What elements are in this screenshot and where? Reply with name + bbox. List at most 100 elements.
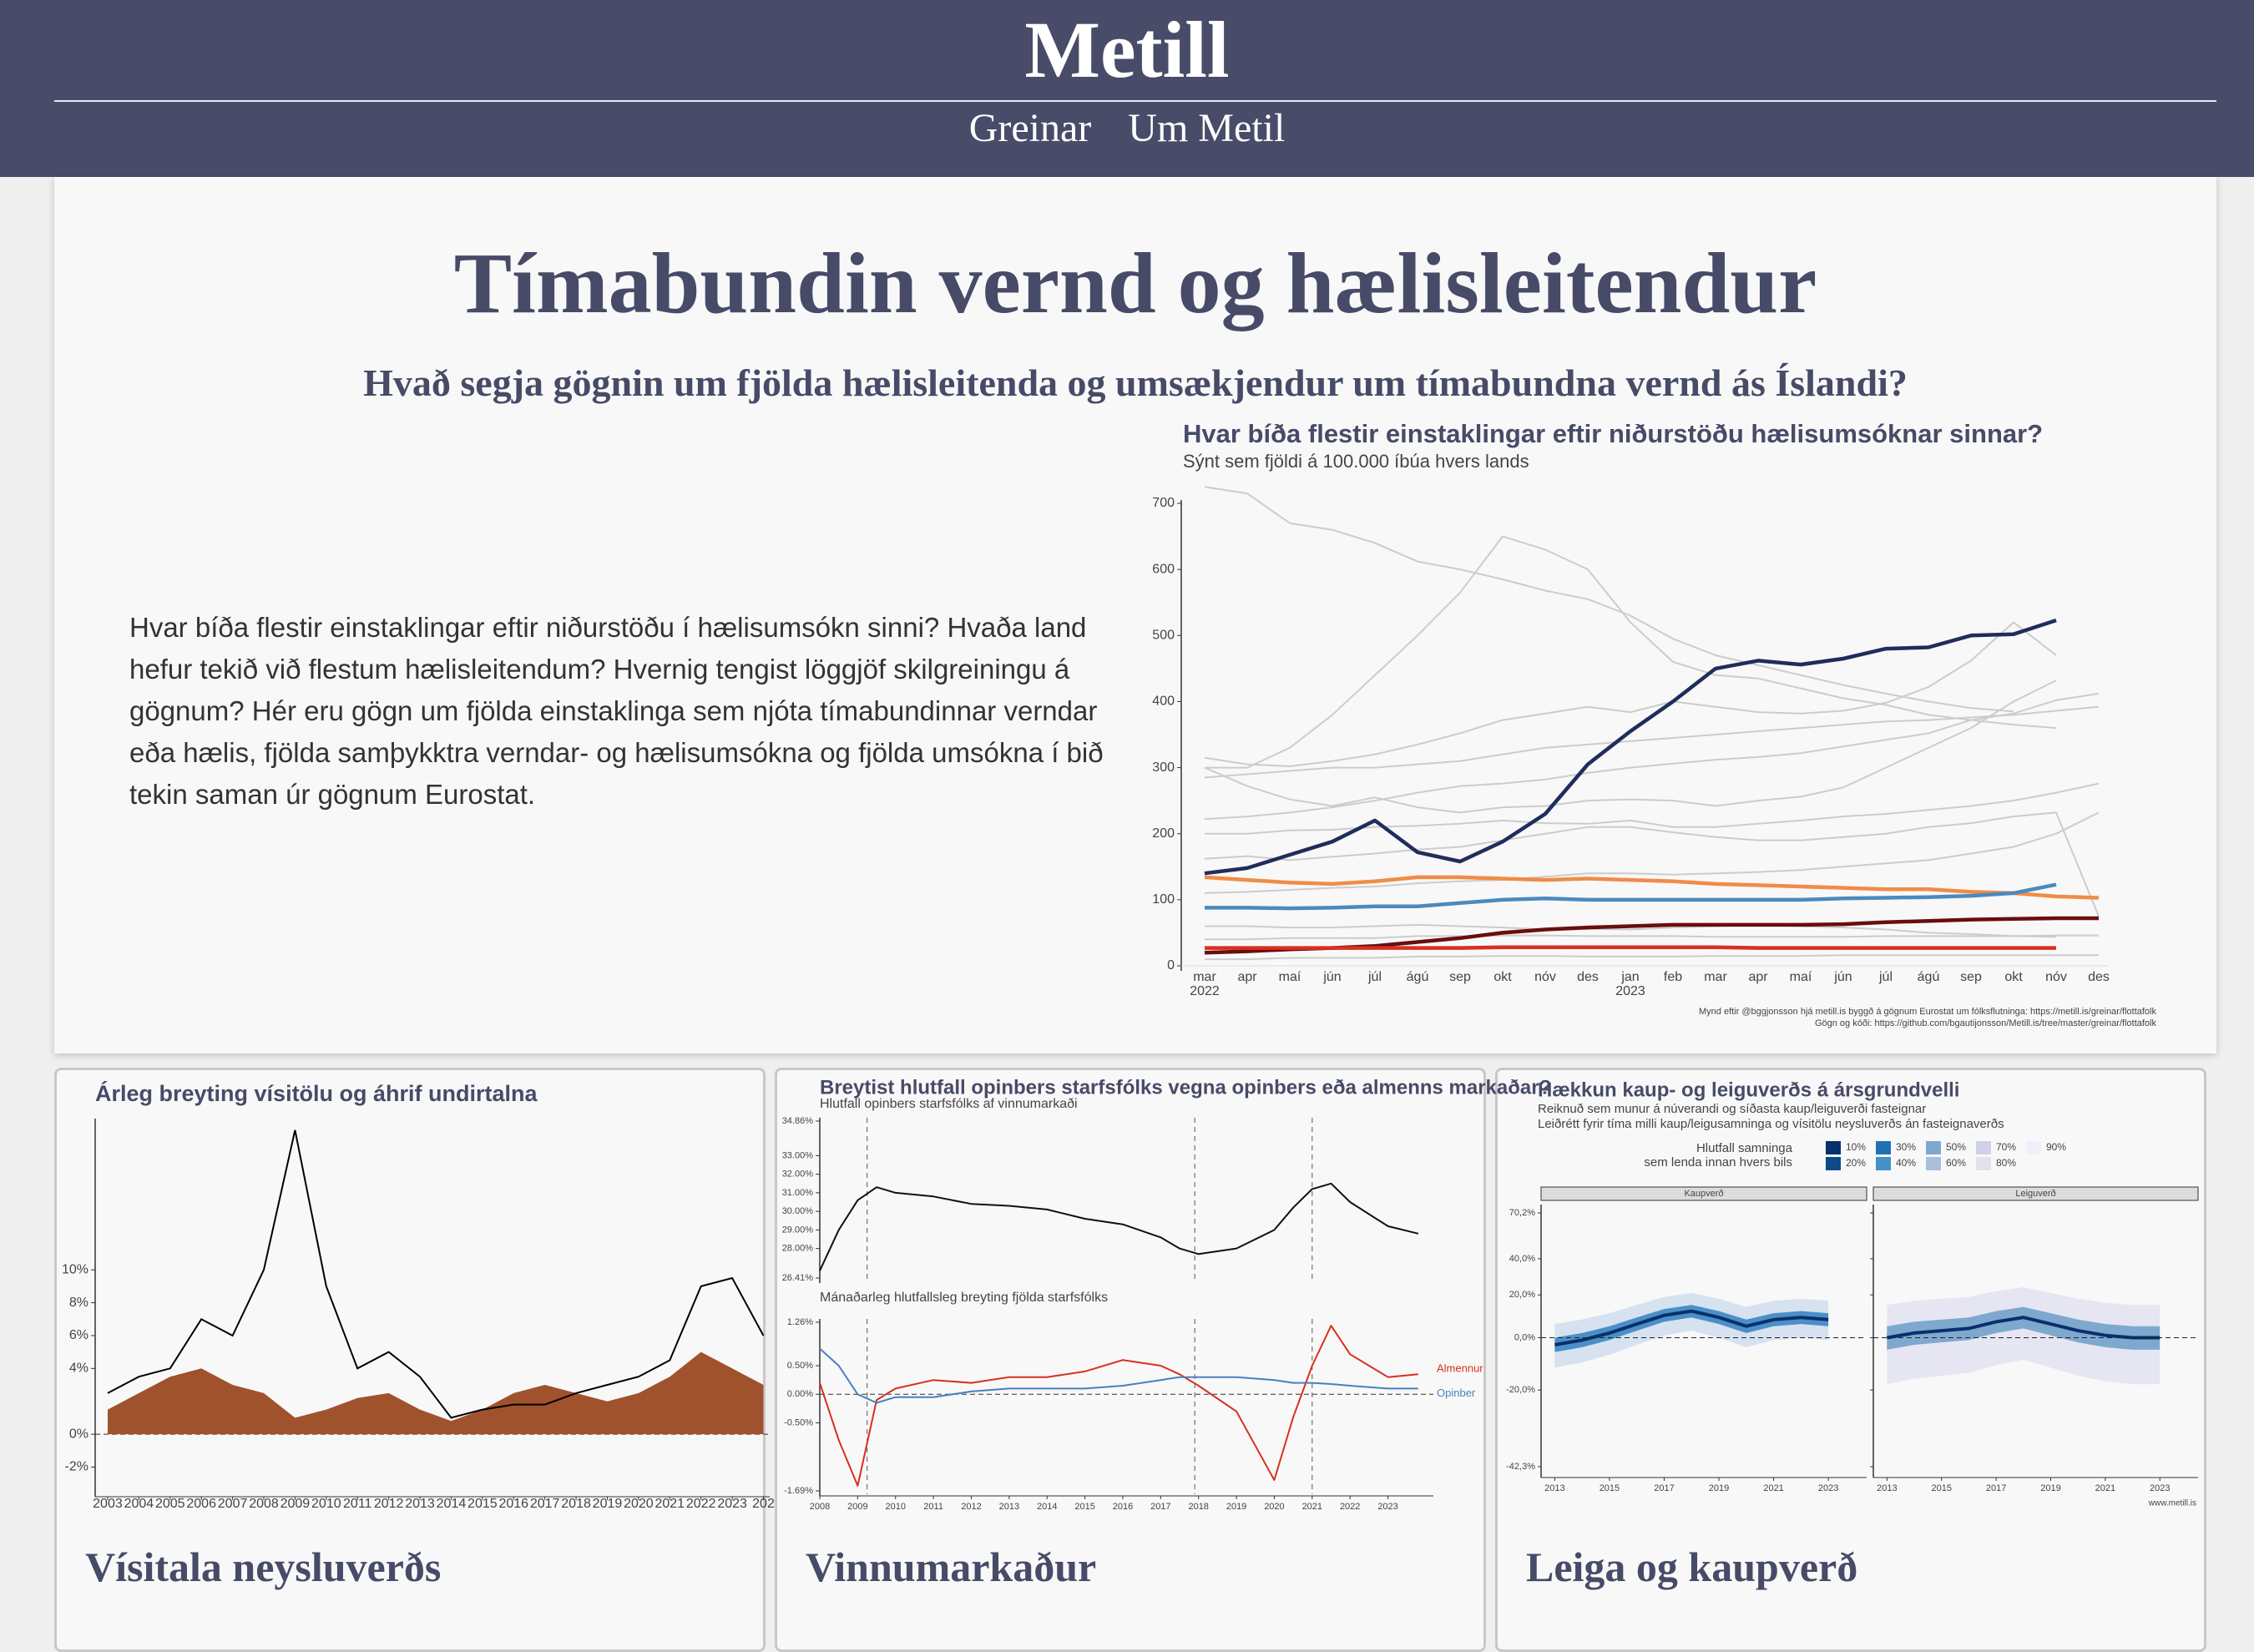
series-line — [1204, 486, 2014, 713]
x-tick-label: 2010 — [885, 1502, 905, 1512]
x-tick-label: 2021 — [1763, 1483, 1783, 1493]
x-tick-label: 2014 — [437, 1497, 467, 1511]
x-tick-label: 2018 — [561, 1497, 591, 1511]
x-tick-label: apr — [1237, 970, 1257, 984]
x-tick-label: nóv — [1534, 970, 1556, 984]
y-tick-label: 28.00% — [782, 1244, 814, 1254]
x-tick-label: 2015 — [467, 1497, 498, 1511]
x-tick-label: 2020 — [1264, 1502, 1284, 1512]
series-line — [1204, 875, 2100, 900]
y-tick-label: 29.00% — [782, 1225, 814, 1235]
fan-median — [1886, 1316, 2161, 1340]
legend-swatch — [1976, 1141, 1991, 1154]
x-tick-label: 2011 — [923, 1502, 943, 1512]
x-tick-label: okt — [2004, 970, 2023, 984]
x-tick-label: 2021 — [2095, 1483, 2115, 1493]
series-line — [1204, 679, 2057, 814]
fan-band — [1554, 1292, 1829, 1368]
x-tick-label: 2015 — [1074, 1502, 1094, 1512]
article-link-card[interactable]: Vísitala neysluverðs — [54, 1068, 766, 1652]
series-line — [1205, 934, 2099, 941]
series-area — [107, 1351, 764, 1435]
y-tick-label: 0.00% — [787, 1389, 813, 1399]
card-title[interactable]: Leiga og kaupverð — [1526, 1543, 1858, 1590]
series-line — [819, 1347, 1418, 1404]
x-tick-label: 2009 — [280, 1497, 311, 1511]
charts: Hvar bíða flestir einstaklingar eftir ni… — [62, 419, 2199, 1512]
x-tick-label: 2017 — [1654, 1483, 1674, 1493]
x-tick-label: 2023 — [1818, 1483, 1838, 1493]
series-line — [1204, 692, 2100, 821]
legend-label: 10% — [1846, 1141, 1866, 1153]
site-header: Metill Greinar Um Metil — [0, 0, 2254, 177]
y-tick-label: 1.26% — [787, 1317, 813, 1327]
legend-swatch — [1826, 1141, 1841, 1154]
series-line — [1204, 621, 2057, 767]
x-tick-label: apr — [1748, 970, 1768, 984]
y-tick-label: 40,0% — [1509, 1254, 1535, 1264]
series-line — [1205, 923, 2057, 938]
card-title[interactable]: Vinnumarkaður — [806, 1543, 1097, 1590]
x-tick-label: 202 — [752, 1497, 775, 1511]
legend-label: 20% — [1846, 1157, 1866, 1169]
x-tick-label: okt — [1493, 970, 1512, 984]
facet-strip — [1872, 1186, 2199, 1201]
x-tick-label: 2023 — [717, 1497, 747, 1511]
x-year-label: 2023 — [1615, 984, 1645, 998]
x-tick-label: nóv — [2045, 970, 2067, 984]
x-tick-label: 2013 — [1544, 1483, 1564, 1493]
nav-link[interactable]: Greinar — [968, 106, 1092, 150]
legend-swatch — [1826, 1157, 1841, 1170]
y-tick-label: 30.00% — [782, 1206, 814, 1216]
legend-label: 50% — [1946, 1141, 1966, 1153]
x-tick-label: 2012 — [374, 1497, 404, 1511]
y-tick-label: 8% — [69, 1296, 88, 1310]
y-tick-label: 400 — [1152, 695, 1175, 709]
credit: Gögn og kóði: https://github.com/bgautij… — [1815, 1018, 2157, 1028]
article-link-card[interactable]: Vinnumarkaður — [775, 1068, 1486, 1652]
legend-swatch — [1876, 1141, 1891, 1154]
x-tick-label: 2017 — [530, 1497, 560, 1511]
series-line — [1205, 882, 2057, 911]
x-tick-label: 2010 — [311, 1497, 341, 1511]
brand[interactable]: Metill — [1024, 5, 1230, 94]
x-tick-label: 2008 — [810, 1502, 830, 1512]
x-tick-label: 2011 — [343, 1497, 372, 1511]
x-tick-label: 2013 — [1877, 1483, 1897, 1493]
series-line — [1204, 618, 2057, 876]
credit: www.metill.is — [2148, 1499, 2196, 1508]
legend-label: 90% — [2046, 1141, 2066, 1153]
series-line — [1204, 811, 2100, 894]
facet-strip — [1540, 1186, 1867, 1201]
card-title[interactable]: Vísitala neysluverðs — [85, 1543, 442, 1590]
chart-title: Hækkun kaup- og leiguverðs á ársgrundvel… — [1538, 1079, 1959, 1101]
series-line — [1204, 811, 2100, 917]
x-tick-label: júl — [1878, 970, 1893, 984]
nav-link[interactable]: Um Metil — [1128, 106, 1286, 150]
series-line — [1204, 705, 2100, 779]
chart-subtitle: Reiknuð sem munur á núverandi og síðasta… — [1538, 1102, 1926, 1116]
y-tick-label: -2% — [65, 1460, 88, 1474]
header-rule — [54, 100, 2216, 102]
x-tick-label: 2018 — [1188, 1502, 1208, 1512]
y-tick-label: 34.86% — [782, 1116, 814, 1126]
chart-subtitle: Leiðrétt fyrir tíma milli kaup/leigusamn… — [1538, 1117, 2004, 1131]
x-tick-label: 2023 — [2150, 1483, 2170, 1493]
series-line — [819, 1325, 1418, 1487]
x-tick-label: 2006 — [186, 1497, 216, 1511]
x-tick-label: jún — [1833, 970, 1852, 984]
x-tick-label: 2019 — [1709, 1483, 1729, 1493]
x-tick-label: 2020 — [624, 1497, 654, 1511]
x-tick-label: 2015 — [1931, 1483, 1951, 1493]
x-tick-label: 2007 — [218, 1497, 248, 1511]
series-label: Almennur — [1437, 1362, 1483, 1375]
credit: Mynd eftir @bggjonsson hjá metill.is byg… — [1699, 1007, 2156, 1017]
x-tick-label: 2012 — [961, 1502, 981, 1512]
x-tick-label: 2021 — [1302, 1502, 1322, 1512]
y-tick-label: 32.00% — [782, 1170, 814, 1180]
x-tick-label: 2017 — [1986, 1483, 2006, 1493]
chart-title: Breytist hlutfall opinbers starfsfólks v… — [820, 1076, 1551, 1099]
x-tick-label: 2022 — [686, 1497, 716, 1511]
x-tick-label: 2005 — [155, 1497, 185, 1511]
y-tick-label: 0.50% — [787, 1361, 813, 1371]
